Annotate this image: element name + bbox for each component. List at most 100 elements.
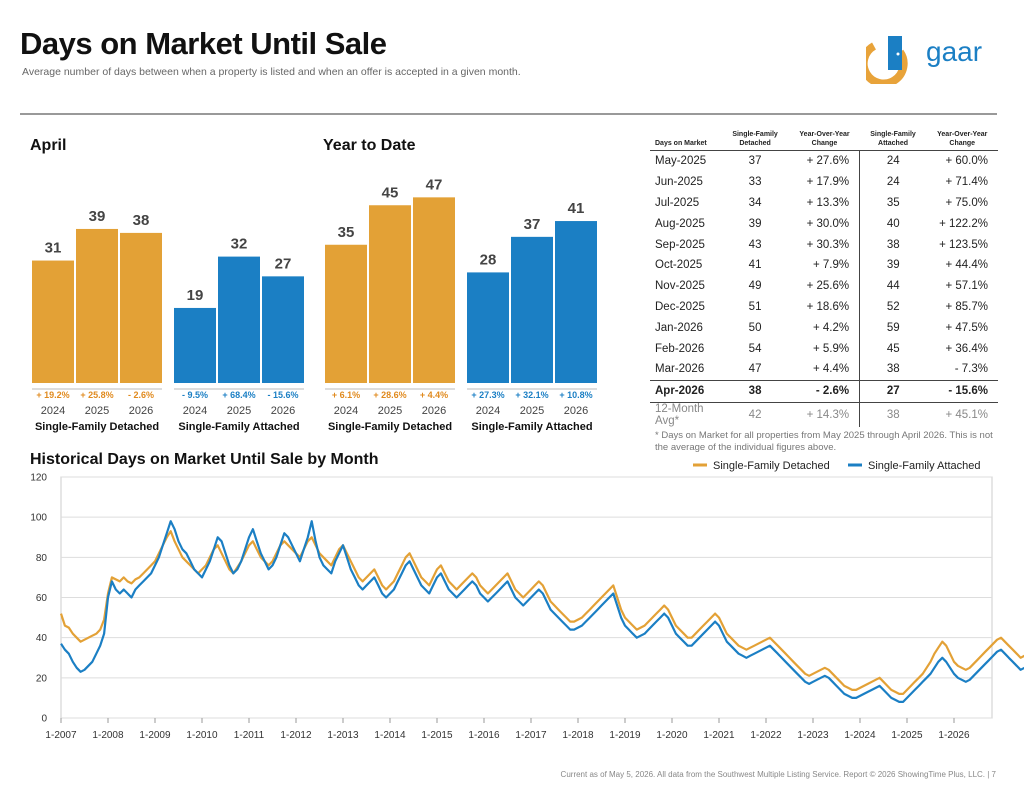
table-cell: 37 [748, 155, 762, 168]
table-cell: + 27.6% [806, 155, 850, 168]
bar-value-label: 27 [275, 255, 292, 272]
table-cell: Apr-2026 [650, 379, 721, 403]
bar-change-label: + 19.2% [36, 390, 69, 400]
bar-value-label: 37 [524, 216, 541, 233]
x-tick-label: 1-2016 [468, 730, 500, 741]
bar-value-label: 35 [338, 224, 355, 241]
bar [325, 244, 367, 383]
x-tick-label: 2026 [564, 405, 588, 417]
table-cell: - 7.3% [954, 363, 988, 376]
logo-ring-icon [866, 42, 908, 84]
bar-change-label: + 25.8% [80, 390, 113, 400]
x-tick-label: 1-2011 [234, 730, 265, 741]
days-on-market-table: Days on Market Single-Family Detached Ye… [650, 130, 998, 427]
x-tick-label: 2025 [85, 405, 109, 417]
ytd-title: Year to Date [323, 137, 416, 154]
table-header: Single-Family Detached [720, 130, 790, 151]
logo-text: gaar [926, 36, 982, 67]
bar-value-label: 38 [133, 212, 150, 229]
table-cell: - 2.6% [789, 379, 860, 403]
x-tick-label: 1-2018 [562, 730, 594, 741]
table-cell: 47 [748, 363, 762, 376]
bar-change-label: + 32.1% [515, 390, 548, 400]
table-cell: + 14.3% [789, 401, 860, 427]
x-tick-label: 1-2021 [703, 730, 735, 741]
bar [76, 228, 118, 383]
table-row: Jan-2026 50 + 4.2% 59 + 47.5% [650, 317, 998, 339]
x-tick-label: 1-2024 [844, 730, 876, 741]
table-cell: 24 [859, 171, 927, 193]
x-tick-label: 1-2013 [327, 730, 359, 741]
x-tick-label: 2025 [378, 405, 402, 417]
table-cell: + 18.6% [806, 300, 850, 313]
bar-value-label: 45 [382, 184, 399, 201]
table-row: Jun-2025 33 + 17.9% 24 + 71.4% [650, 171, 998, 193]
page-subtitle: Average number of days between when a pr… [22, 66, 521, 78]
table-cell: 27 [859, 379, 927, 403]
bar [32, 260, 74, 383]
table-row: Mar-2026 47 + 4.4% 38 - 7.3% [650, 358, 998, 381]
bar-charts: 31 + 19.2% 2024 39 + 25.8% 2025 38 - 2.6% 2026 Si… [32, 176, 597, 433]
table-cell: + 30.0% [806, 217, 850, 230]
bar-change-label: + 68.4% [222, 390, 255, 400]
table-row: May-2025 37 + 27.6% 24 + 60.0% [650, 150, 998, 172]
x-tick-label: 1-2009 [139, 730, 171, 741]
table-cell: + 44.4% [945, 259, 988, 272]
table-cell: 33 [748, 176, 762, 189]
table-cell: - 15.6% [926, 379, 998, 403]
x-tick-label: 2026 [271, 405, 295, 417]
bar [218, 256, 260, 383]
table-cell: 38 [859, 358, 927, 381]
table-cell: 49 [748, 280, 762, 293]
table-cell: 39 [748, 217, 762, 230]
x-tick-label: 1-2008 [92, 730, 124, 741]
table-cell: 54 [748, 342, 762, 355]
bar [262, 276, 304, 383]
table-row: 12-Month Avg* 42 + 14.3% 38 + 45.1% [650, 401, 998, 427]
x-tick-label: 1-2022 [750, 730, 782, 741]
y-tick-label: 0 [41, 714, 47, 725]
x-tick-label: 2024 [476, 405, 500, 417]
april-title: April [30, 137, 67, 154]
bar-value-label: 39 [89, 208, 106, 225]
bar-change-label: + 27.3% [471, 390, 504, 400]
header-divider [20, 113, 997, 115]
legend-label: Single-Family Attached [868, 460, 981, 472]
x-tick-label: 1-2007 [45, 730, 77, 741]
table-footnote: * Days on Market for all properties from… [655, 430, 993, 453]
table-cell: Mar-2026 [655, 363, 705, 376]
table-cell: 35 [859, 192, 927, 214]
bar [511, 236, 553, 383]
table-cell: + 17.9% [806, 176, 850, 189]
table-cell: + 71.4% [945, 176, 988, 189]
table-cell: Jan-2026 [655, 321, 703, 334]
x-tick-label: 2026 [129, 405, 153, 417]
table-header: Days on Market [650, 130, 721, 151]
table-cell: 41 [748, 259, 762, 272]
table-cell: 51 [748, 300, 762, 313]
bar [369, 205, 411, 383]
x-tick-label: 2026 [422, 405, 446, 417]
table-cell: 43 [748, 238, 762, 251]
y-tick-label: 20 [36, 673, 48, 684]
group-label: Single-Family Attached [178, 421, 299, 433]
bar-change-label: - 2.6% [128, 390, 154, 400]
bar-value-label: 32 [231, 236, 248, 253]
group-label: Single-Family Detached [35, 421, 159, 433]
x-tick-label: 2025 [520, 405, 544, 417]
table-cell: 38 [720, 379, 790, 403]
table-cell: + 13.3% [806, 196, 850, 209]
bar-change-label: + 6.1% [332, 390, 360, 400]
historical-chart-title: Historical Days on Market Until Sale by … [30, 451, 379, 468]
table-cell: Nov-2025 [655, 280, 705, 293]
table-cell: Dec-2025 [655, 300, 705, 313]
table-header: Year-Over-Year Change [926, 130, 998, 151]
table-header: Year-Over-Year Change [789, 130, 860, 151]
table-cell: + 5.9% [812, 342, 850, 355]
table-row: Apr-2026 38- 2.6% 27- 15.6% [650, 379, 998, 403]
x-tick-label: 2024 [41, 405, 65, 417]
bar-change-label: - 9.5% [182, 390, 208, 400]
x-tick-label: 1-2019 [609, 730, 641, 741]
bar [467, 272, 509, 383]
table-cell: 38 [859, 401, 927, 427]
